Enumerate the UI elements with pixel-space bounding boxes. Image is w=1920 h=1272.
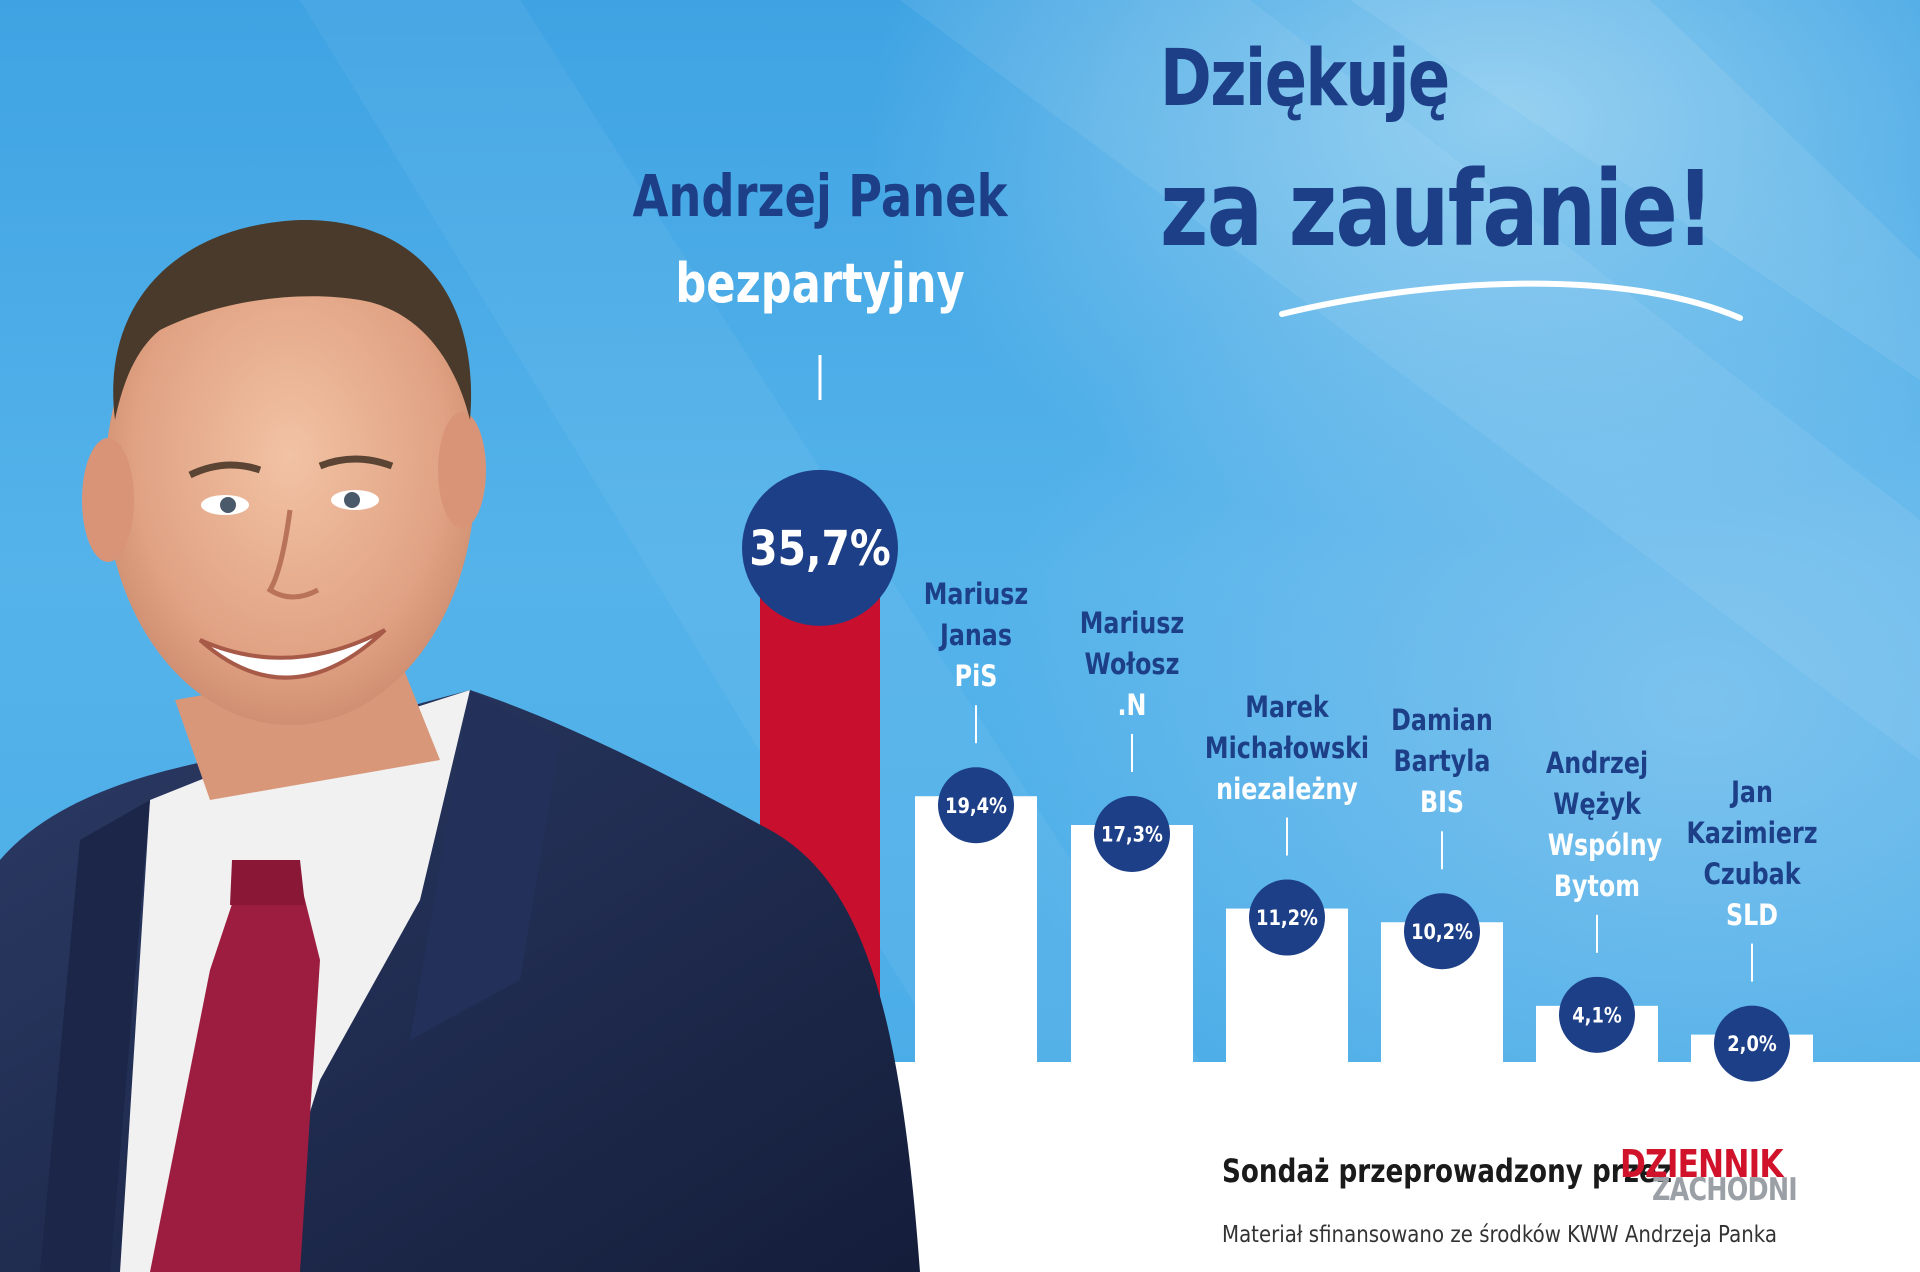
value-circle-2 xyxy=(1094,795,1170,872)
candidate-party: niezależny xyxy=(1216,771,1358,806)
value-label-1: 19,4% xyxy=(945,793,1007,818)
candidate-name-line: Damian xyxy=(1391,703,1493,738)
headline-line-1: Dziękuję xyxy=(1160,34,1450,124)
candidate-label-6: Jan Kazimierz Czubak SLD xyxy=(1686,772,1817,936)
candidate-party: .N xyxy=(1117,687,1147,722)
candidate-name-line: Wołosz xyxy=(1084,646,1180,681)
value-circle-0 xyxy=(742,469,898,626)
value-circle-4 xyxy=(1404,893,1480,970)
candidate-name-line: Mariusz xyxy=(923,577,1029,612)
value-circle-6 xyxy=(1714,1005,1790,1082)
value-label-3: 11,2% xyxy=(1256,906,1318,931)
candidate-name-line: Bartyla xyxy=(1393,744,1491,779)
candidate-name-line: Jan xyxy=(1731,774,1773,809)
value-label-4: 10,2% xyxy=(1411,919,1473,944)
value-circle-3 xyxy=(1249,879,1325,956)
candidate-name-line: Marek xyxy=(1245,689,1329,724)
dziennik-logo-bottom: ZACHODNI xyxy=(1652,1172,1798,1208)
leader-party: bezpartyjny xyxy=(675,252,965,315)
candidate-name-line: Kazimierz xyxy=(1686,815,1818,850)
headline-line-2: za zaufanie! xyxy=(1160,148,1714,270)
candidate-party: PiS xyxy=(954,659,998,694)
candidate-name-line: Mariusz xyxy=(1079,605,1185,640)
value-label-0: 35,7% xyxy=(749,521,891,577)
candidate-name-line: Wężyk xyxy=(1553,786,1641,821)
candidate-party: SLD xyxy=(1725,897,1779,932)
candidate-party: BIS xyxy=(1419,785,1465,820)
value-circle-5 xyxy=(1559,976,1635,1053)
value-label-6: 2,0% xyxy=(1727,1032,1776,1057)
candidate-party: Wspólny Bytom xyxy=(1547,827,1663,903)
candidate-label-3: Marek Michałowski niezależny xyxy=(1205,687,1369,810)
value-circle-1 xyxy=(938,767,1014,844)
candidate-label-5: Andrzej Wężyk Wspólny Bytom xyxy=(1545,743,1663,907)
value-label-2: 17,3% xyxy=(1101,822,1163,847)
candidate-label-4: Damian Bartyla BIS xyxy=(1391,700,1493,823)
candidate-label-2: Mariusz Wołosz .N xyxy=(1080,603,1185,726)
dziennik-logo-top: DZIENNIK xyxy=(1620,1142,1784,1186)
candidate-name-line: Michałowski xyxy=(1204,730,1370,765)
leader-name: Andrzej Panek xyxy=(632,162,1008,230)
financing-note: Materiał sfinansowano ze środków KWW And… xyxy=(1222,1222,1777,1248)
candidate-name-line: Janas xyxy=(939,618,1013,653)
candidate-label-1: Mariusz Janas PiS xyxy=(924,574,1029,697)
value-label-5: 4,1% xyxy=(1572,1003,1621,1028)
candidate-name-line: Andrzej xyxy=(1545,745,1649,780)
poll-source-text: Sondaż przeprowadzony przez xyxy=(1222,1152,1673,1190)
candidate-name-line: Czubak xyxy=(1703,856,1801,891)
